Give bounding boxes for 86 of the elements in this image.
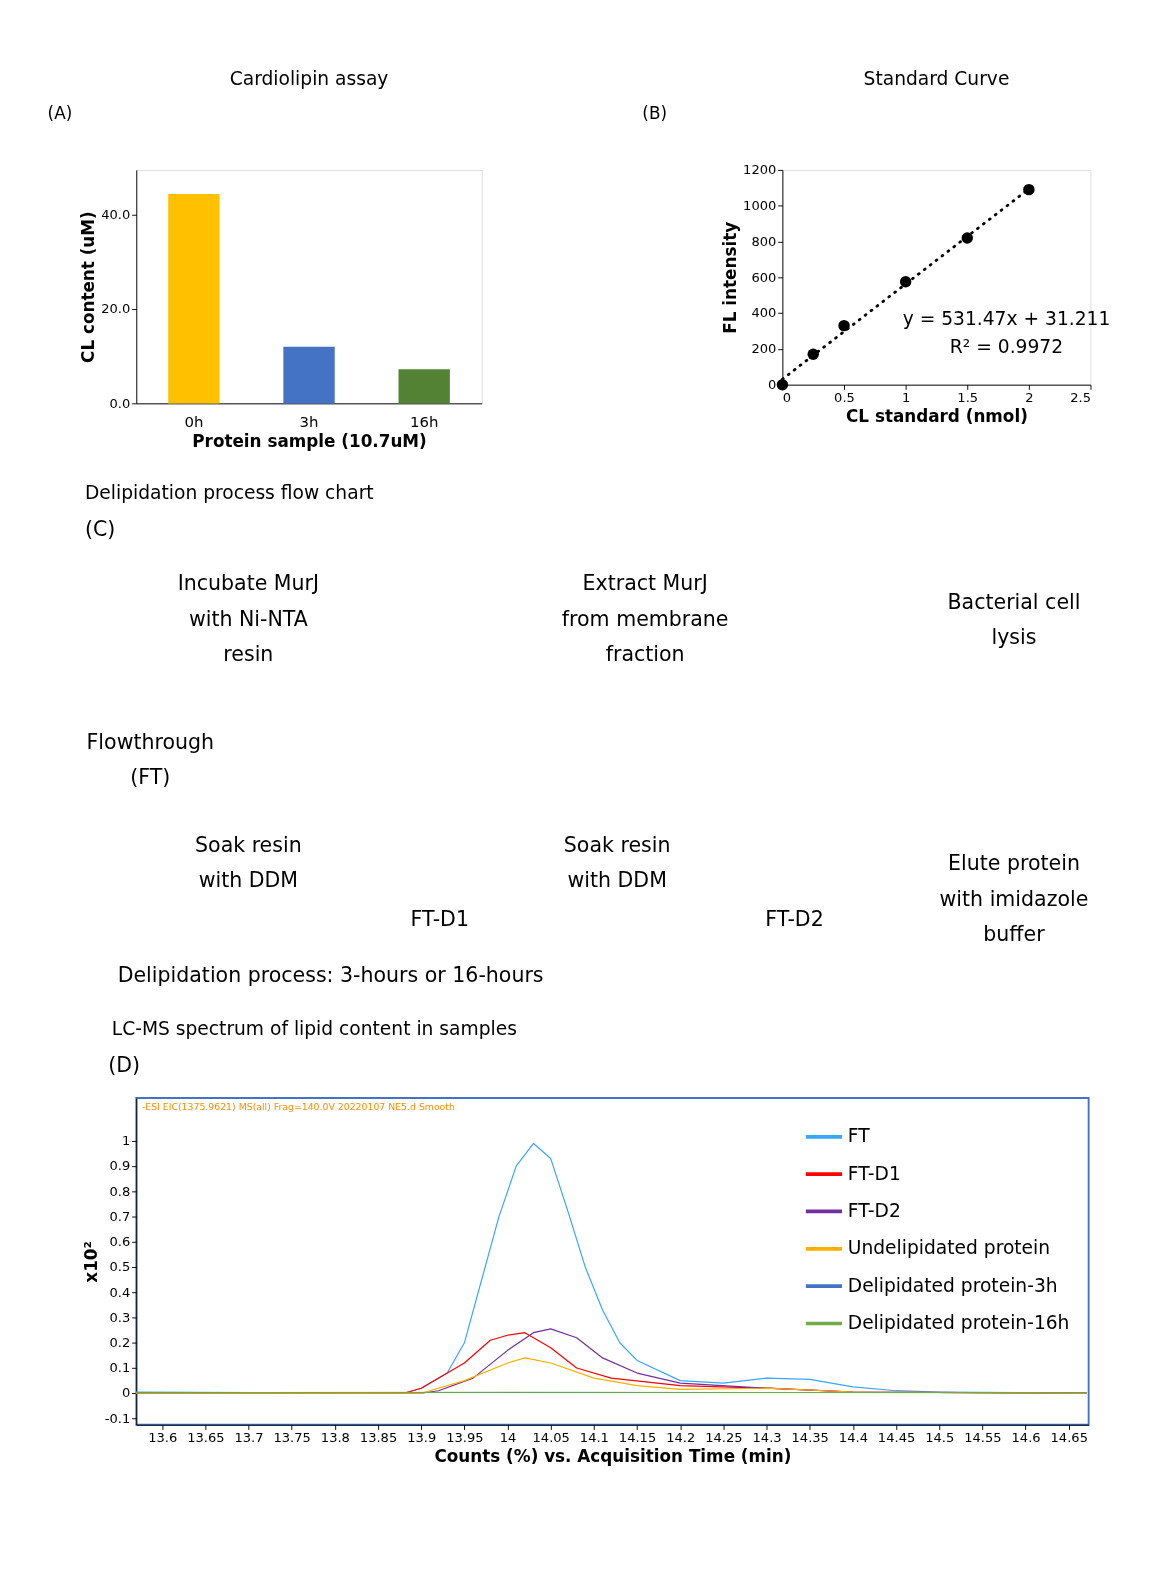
y-tick-label: 1 <box>121 1133 131 1149</box>
text: (B) <box>642 102 667 123</box>
x-tick-label: 13.9 <box>407 1430 437 1446</box>
text: Elute protein with imidazole buffer <box>939 851 1089 947</box>
legend-label: Delipidated protein-16h <box>847 1312 1070 1334</box>
text: (A) <box>47 102 73 123</box>
y-tick-label: 0 <box>121 1385 131 1401</box>
x-tick-label: 0.5 <box>834 389 855 405</box>
y-tick-label: 20.0 <box>101 301 131 317</box>
y-tick-label: 0.0 <box>109 395 131 411</box>
x-tick-label: 13.8 <box>320 1430 350 1446</box>
text: (D) <box>108 1052 141 1077</box>
x-tick-label: 14.25 <box>705 1430 743 1446</box>
text: Soak resin with DDM <box>195 832 302 893</box>
x-tick-label: 1 <box>901 389 911 405</box>
y-axis-title: FL intensity <box>719 221 740 334</box>
text: Delipidation process: 3-hours or 16-hours <box>117 963 544 988</box>
y-tick-label: 0.7 <box>109 1208 131 1224</box>
text: Soak resin with DDM <box>563 832 671 893</box>
x-tick-label: 3h <box>299 413 319 432</box>
text: Delipidation process flow chart <box>84 481 374 503</box>
y-tick-label: -0.1 <box>104 1410 131 1426</box>
x-axis-title: CL standard (nmol) <box>846 405 1028 426</box>
y-tick-label: 1000 <box>743 197 777 213</box>
x-tick-label: 13.65 <box>187 1430 225 1446</box>
y-tick-label: 0.9 <box>109 1158 131 1174</box>
y-tick-label: 40.0 <box>101 206 131 222</box>
x-tick-label: 0 <box>782 389 792 405</box>
chart-title: LC-MS spectrum of lipid content in samples <box>111 1017 517 1039</box>
x-tick-label: 13.85 <box>359 1430 398 1446</box>
x-tick-label: 14 <box>499 1430 517 1446</box>
x-tick-label: 13.95 <box>446 1430 484 1446</box>
text: Extract MurJ from membrane fraction <box>561 571 729 667</box>
x-tick-label: 14.35 <box>791 1430 829 1446</box>
y-tick-label: 0.4 <box>109 1284 131 1300</box>
text: Incubate MurJ with Ni-NTA resin <box>177 571 320 667</box>
annotation: -ESI EIC(1375.9621) MS(all) Frag=140.0V 20220107 NE5.d Smooth <box>141 1101 455 1113</box>
y-tick-label: 0.8 <box>109 1183 131 1199</box>
x-tick-label: 16h <box>409 413 439 432</box>
legend-label: Delipidated protein-3h <box>847 1274 1058 1296</box>
chart-title: Standard Curve <box>863 68 1010 89</box>
legend-label: FT-D1 <box>847 1162 901 1184</box>
y-tick-label: 0.5 <box>109 1259 131 1275</box>
x-tick-label: 13.7 <box>234 1430 264 1446</box>
y-tick-label: 1200 <box>743 162 777 178</box>
x-tick-label: 14.2 <box>666 1430 696 1446</box>
x-tick-label: 13.6 <box>148 1430 178 1446</box>
y-axis-title: CL content (uM) <box>77 211 98 363</box>
y-axis-title: x10² <box>81 1241 102 1283</box>
y-tick-label: 0.6 <box>109 1234 131 1250</box>
y-tick-label: 0 <box>768 376 777 392</box>
x-tick-label: 2 <box>1025 389 1034 405</box>
x-tick-label: 14.65 <box>1050 1430 1088 1446</box>
text: FT-D2 <box>765 907 824 932</box>
y-tick-label: 0.1 <box>109 1360 131 1376</box>
x-tick-label: 13.75 <box>273 1430 311 1446</box>
text: Bacterial cell lysis <box>947 589 1081 650</box>
x-tick-label: 14.3 <box>752 1430 782 1446</box>
x-tick-label: 1.5 <box>957 389 979 405</box>
y-tick-label: 600 <box>751 269 777 285</box>
legend-label: Undelipidated protein <box>847 1237 1051 1259</box>
x-tick-label: 14.55 <box>964 1430 1002 1446</box>
x-tick-label: 0h <box>184 413 204 432</box>
y-tick-label: 400 <box>751 305 777 321</box>
y-tick-label: 0.2 <box>109 1334 131 1350</box>
x-axis-title: Protein sample (10.7uM) <box>192 430 427 451</box>
y-tick-label: 200 <box>751 341 777 357</box>
text: Flowthrough (FT) <box>86 729 215 790</box>
text: FT-D1 <box>410 907 469 932</box>
x-axis-title: Counts (%) vs. Acquisition Time (min) <box>434 1445 792 1466</box>
x-tick-label: 14.6 <box>1011 1430 1041 1446</box>
x-tick-label: 14.45 <box>877 1430 916 1446</box>
chart-title: Cardiolipin assay <box>229 68 389 89</box>
x-tick-label: 14.5 <box>925 1430 955 1446</box>
y-tick-label: 0.3 <box>109 1309 131 1325</box>
legend-label: FT-D2 <box>847 1200 901 1222</box>
annotation: R² = 0.9972 <box>949 335 1064 357</box>
text: (C) <box>84 516 116 541</box>
y-tick-label: 800 <box>751 233 777 249</box>
legend-label: FT <box>847 1125 871 1147</box>
x-tick-label: 14.05 <box>532 1430 570 1446</box>
x-tick-label: 14.1 <box>579 1430 609 1446</box>
x-tick-label: 14.4 <box>838 1430 868 1446</box>
annotation: y = 531.47x + 31.211 <box>902 307 1111 329</box>
x-tick-label: 2.5 <box>1070 389 1091 405</box>
x-tick-label: 14.15 <box>618 1430 657 1446</box>
